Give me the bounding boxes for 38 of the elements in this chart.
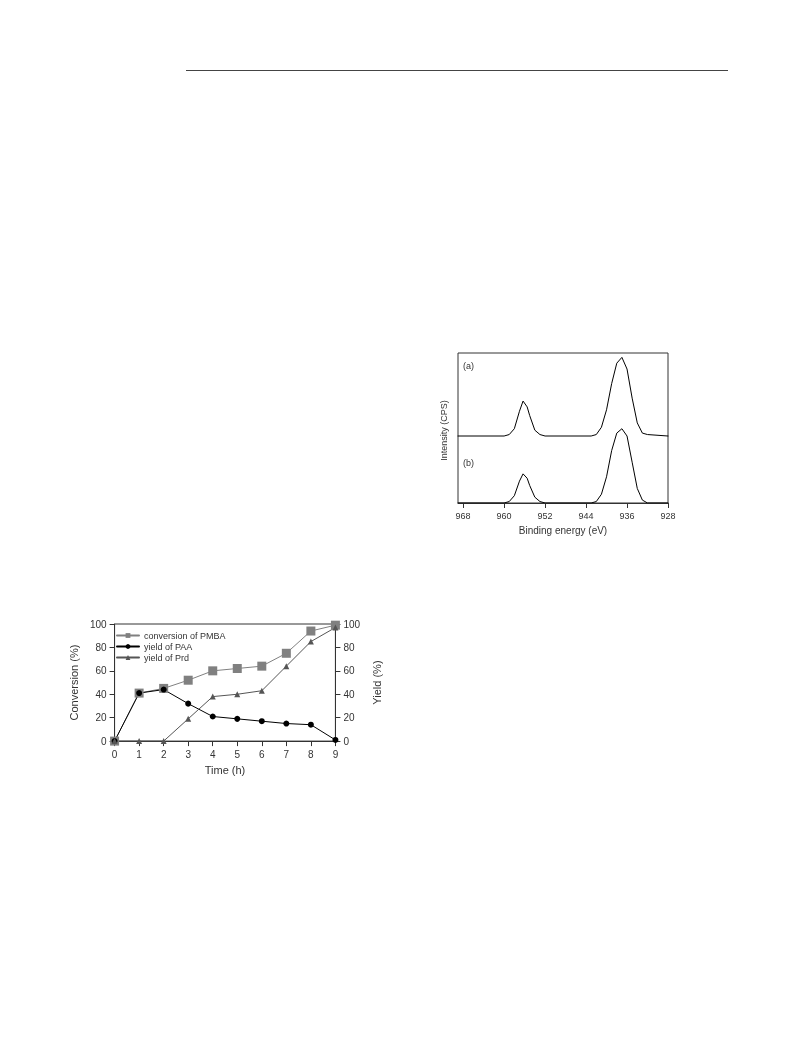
y-axis-title: Intensity (CPS) xyxy=(439,400,449,461)
legend-label: yield of Prd xyxy=(144,652,190,663)
x-tick-label: 936 xyxy=(619,510,635,521)
legend-label: conversion of PMBA xyxy=(144,630,226,641)
x-tick-label: 3 xyxy=(185,748,192,760)
x-tick-label: 4 xyxy=(209,748,216,760)
y-tick-label: 80 xyxy=(95,641,108,653)
annotation: (a) xyxy=(463,360,474,371)
y2-tick-label: 80 xyxy=(343,641,355,653)
x-tick-label: 6 xyxy=(259,748,266,760)
x-tick-label: 928 xyxy=(660,510,676,521)
y2-tick-label: 0 xyxy=(343,735,350,747)
y2-tick-label: 20 xyxy=(343,712,355,724)
annotation: (b) xyxy=(463,457,474,468)
y-tick-label: 100 xyxy=(89,618,108,630)
y-tick-label: 0 xyxy=(101,735,108,747)
x-tick-label: 952 xyxy=(537,510,553,521)
x-tick-label: 8 xyxy=(308,748,315,760)
y-tick-label: 40 xyxy=(95,688,108,700)
y2-tick-label: 100 xyxy=(343,618,361,630)
x-tick-label: 7 xyxy=(283,748,290,760)
x-tick-label: 2 xyxy=(160,748,167,760)
y-tick-label: 60 xyxy=(95,665,108,677)
y2-tick-label: 40 xyxy=(343,688,355,700)
x-tick-label: 944 xyxy=(578,510,594,521)
y2-tick-label: 60 xyxy=(343,665,355,677)
x-tick-label: 0 xyxy=(111,748,118,760)
x-axis-title: Time (h) xyxy=(204,763,246,776)
x-tick-label: 9 xyxy=(332,748,339,760)
legend-label: yield of PAA xyxy=(144,641,193,652)
x-axis-title: Binding energy (eV) xyxy=(518,524,608,536)
y-axis-title: Conversion (%) xyxy=(67,644,80,721)
x-tick-label: 5 xyxy=(234,748,241,760)
x-tick-label: 1 xyxy=(136,748,143,760)
y-tick-label: 20 xyxy=(95,712,108,724)
y2-axis-title: Yield (%) xyxy=(370,660,383,705)
x-tick-label: 968 xyxy=(455,510,471,521)
x-tick-label: 960 xyxy=(496,510,512,521)
